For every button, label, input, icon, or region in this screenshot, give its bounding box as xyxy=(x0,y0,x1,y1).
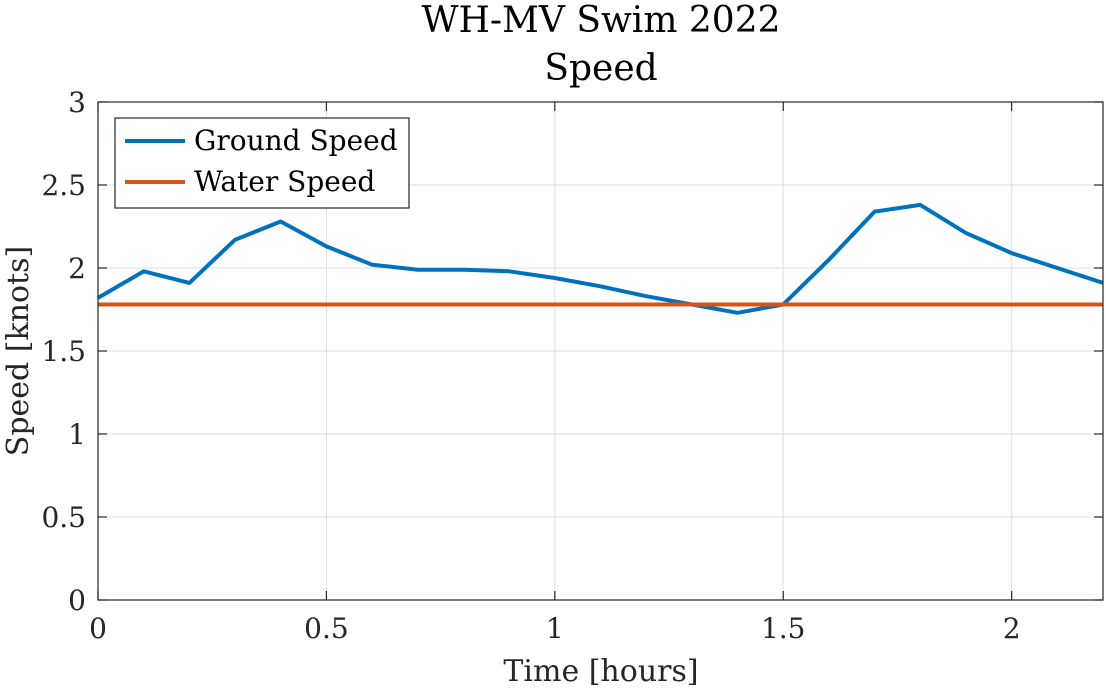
series-line-ground-speed xyxy=(96,202,1104,315)
y-tick-label: 0 xyxy=(68,584,86,617)
x-tick-label: 1 xyxy=(546,612,564,645)
x-axis-label: Time [hours] xyxy=(503,654,698,689)
chart-subtitle: Speed xyxy=(544,48,657,89)
legend: Ground Speed Water Speed xyxy=(114,117,410,209)
legend-label: Ground Speed xyxy=(194,124,398,157)
x-tick-label: 0.5 xyxy=(304,612,349,645)
x-tick-label: 2 xyxy=(1003,612,1021,645)
y-tick-label: 0.5 xyxy=(41,501,86,534)
y-axis-label: Speed [knots] xyxy=(1,246,36,456)
tick-marks xyxy=(97,101,1103,601)
x-tick-label: 0 xyxy=(89,612,107,645)
legend-box xyxy=(114,117,410,209)
y-tick-label: 3 xyxy=(68,86,86,119)
y-tick-label: 1 xyxy=(68,418,86,451)
y-tick-label: 2.5 xyxy=(41,169,86,202)
series-layer xyxy=(96,202,1104,315)
y-tick-label: 1.5 xyxy=(41,335,86,368)
x-tick-label: 1.5 xyxy=(761,612,806,645)
y-tick-label: 2 xyxy=(68,252,86,285)
legend-label: Water Speed xyxy=(194,165,375,198)
chart-title: WH-MV Swim 2022 xyxy=(421,0,780,41)
tick-labels: 0 0.5 1 1.5 2 0 0.5 1 1.5 2 2.5 3 xyxy=(41,86,1020,645)
